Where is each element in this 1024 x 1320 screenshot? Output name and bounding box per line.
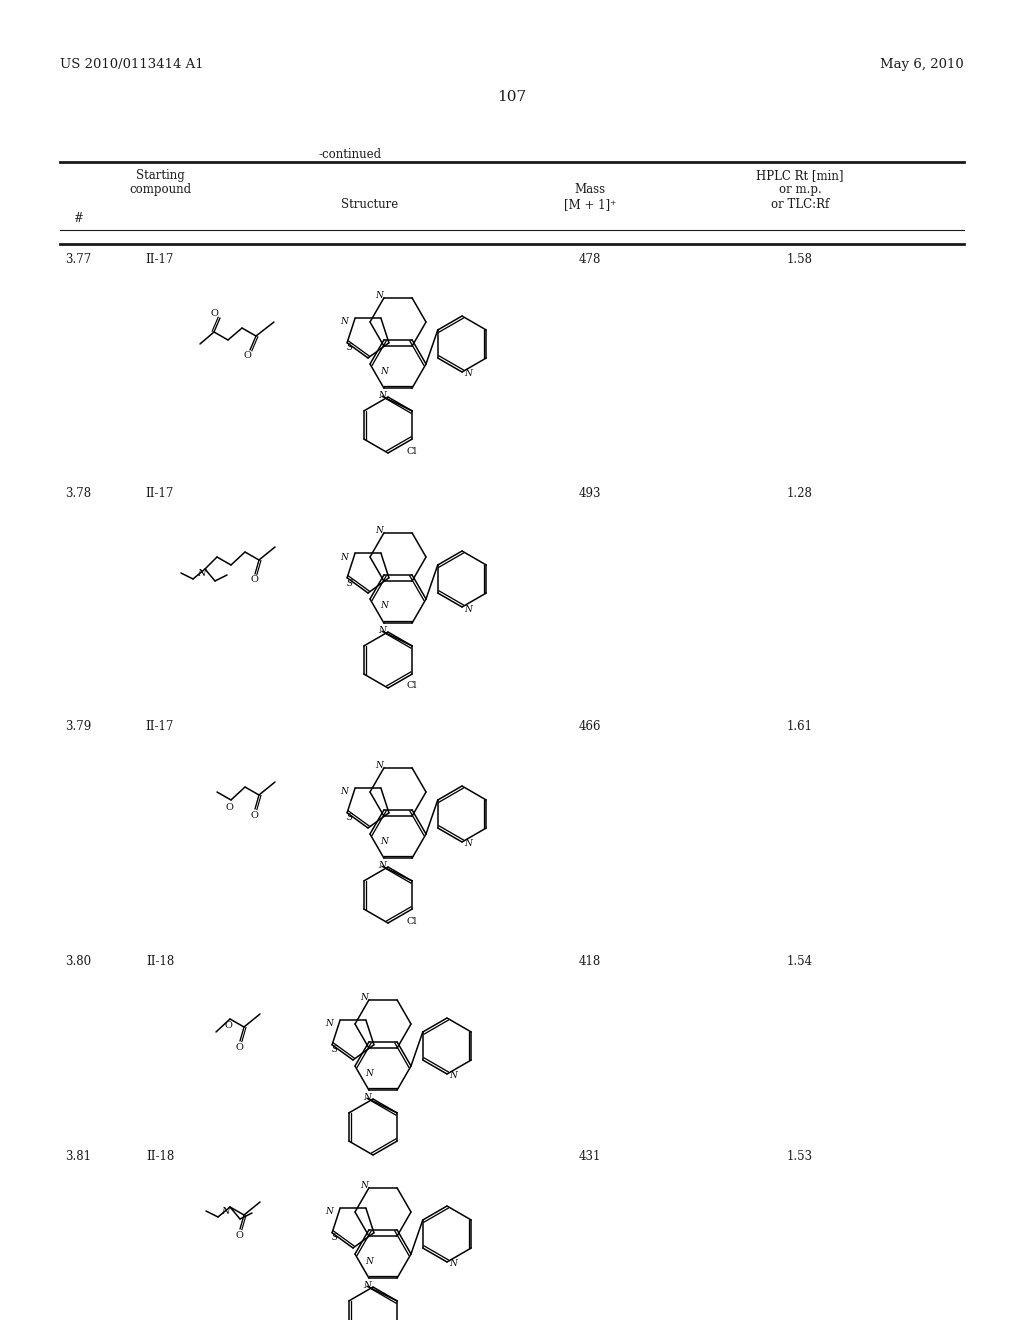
Text: #: # bbox=[73, 213, 83, 224]
Text: or m.p.: or m.p. bbox=[778, 183, 821, 195]
Text: N: N bbox=[464, 370, 472, 379]
Text: O: O bbox=[210, 309, 218, 318]
Text: 466: 466 bbox=[579, 719, 601, 733]
Text: N: N bbox=[360, 1181, 368, 1191]
Text: Cl: Cl bbox=[407, 681, 417, 690]
Text: N: N bbox=[464, 840, 472, 849]
Text: S: S bbox=[332, 1045, 338, 1055]
Text: N: N bbox=[360, 993, 368, 1002]
Text: O: O bbox=[250, 576, 258, 585]
Text: N: N bbox=[325, 1019, 333, 1028]
Text: 493: 493 bbox=[579, 487, 601, 500]
Text: O: O bbox=[250, 810, 258, 820]
Text: 418: 418 bbox=[579, 954, 601, 968]
Text: 1.53: 1.53 bbox=[786, 1150, 813, 1163]
Text: N: N bbox=[375, 762, 383, 771]
Text: 3.80: 3.80 bbox=[65, 954, 91, 968]
Text: N: N bbox=[340, 788, 348, 796]
Text: N: N bbox=[364, 1280, 371, 1290]
Text: Starting: Starting bbox=[135, 169, 184, 182]
Text: 1.28: 1.28 bbox=[787, 487, 813, 500]
Text: N: N bbox=[364, 1093, 371, 1102]
Text: II-17: II-17 bbox=[145, 719, 174, 733]
Text: N: N bbox=[325, 1208, 333, 1217]
Text: 3.81: 3.81 bbox=[65, 1150, 91, 1163]
Text: N: N bbox=[450, 1072, 457, 1081]
Text: S: S bbox=[347, 343, 353, 352]
Text: N: N bbox=[197, 569, 205, 578]
Text: N: N bbox=[464, 605, 472, 614]
Text: O: O bbox=[236, 1230, 243, 1239]
Text: 431: 431 bbox=[579, 1150, 601, 1163]
Text: O: O bbox=[243, 351, 251, 359]
Text: N: N bbox=[378, 626, 386, 635]
Text: 1.61: 1.61 bbox=[787, 719, 813, 733]
Text: N: N bbox=[340, 553, 348, 561]
Text: N: N bbox=[380, 602, 388, 610]
Text: Cl: Cl bbox=[407, 916, 417, 925]
Text: N: N bbox=[375, 292, 383, 300]
Text: S: S bbox=[347, 578, 353, 587]
Text: N: N bbox=[380, 837, 388, 846]
Text: II-18: II-18 bbox=[145, 954, 174, 968]
Text: II-17: II-17 bbox=[145, 487, 174, 500]
Text: N: N bbox=[366, 1068, 373, 1077]
Text: May 6, 2010: May 6, 2010 bbox=[881, 58, 964, 71]
Text: Structure: Structure bbox=[341, 198, 398, 211]
Text: HPLC Rt [min]: HPLC Rt [min] bbox=[757, 169, 844, 182]
Text: 3.77: 3.77 bbox=[65, 253, 91, 267]
Text: 107: 107 bbox=[498, 90, 526, 104]
Text: N: N bbox=[375, 527, 383, 535]
Text: Mass: Mass bbox=[574, 183, 605, 195]
Text: 478: 478 bbox=[579, 253, 601, 267]
Text: O: O bbox=[236, 1043, 243, 1052]
Text: 3.78: 3.78 bbox=[65, 487, 91, 500]
Text: N: N bbox=[450, 1259, 457, 1269]
Text: N: N bbox=[380, 367, 388, 375]
Text: 1.54: 1.54 bbox=[786, 954, 813, 968]
Text: -continued: -continued bbox=[318, 148, 382, 161]
Text: Cl: Cl bbox=[407, 446, 417, 455]
Text: 3.79: 3.79 bbox=[65, 719, 91, 733]
Text: N: N bbox=[378, 861, 386, 870]
Text: N: N bbox=[221, 1208, 229, 1217]
Text: O: O bbox=[225, 803, 232, 812]
Text: S: S bbox=[347, 813, 353, 822]
Text: II-17: II-17 bbox=[145, 253, 174, 267]
Text: 1.58: 1.58 bbox=[787, 253, 813, 267]
Text: O: O bbox=[224, 1022, 232, 1031]
Text: N: N bbox=[340, 318, 348, 326]
Text: US 2010/0113414 A1: US 2010/0113414 A1 bbox=[60, 58, 204, 71]
Text: N: N bbox=[378, 391, 386, 400]
Text: or TLC:Rf: or TLC:Rf bbox=[771, 198, 829, 211]
Text: N: N bbox=[366, 1257, 373, 1266]
Text: [M + 1]⁺: [M + 1]⁺ bbox=[564, 198, 616, 211]
Text: S: S bbox=[332, 1233, 338, 1242]
Text: compound: compound bbox=[129, 183, 191, 195]
Text: II-18: II-18 bbox=[145, 1150, 174, 1163]
